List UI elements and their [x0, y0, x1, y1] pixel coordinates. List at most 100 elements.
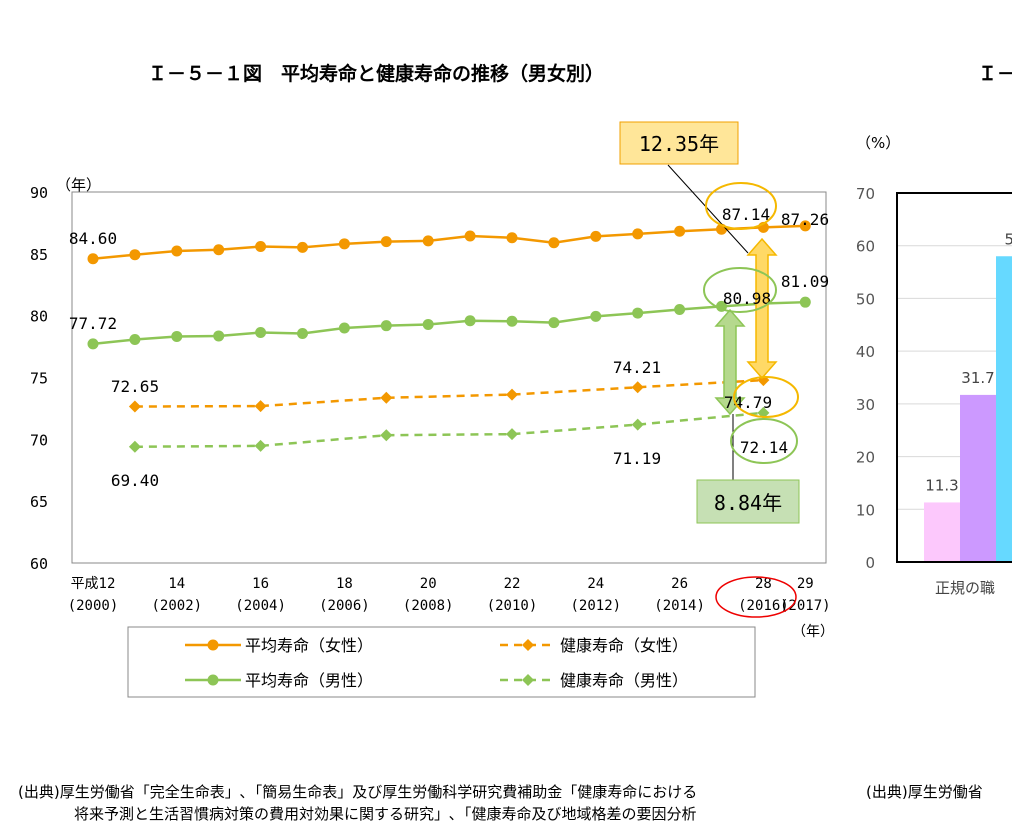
legend-label: 健康寿命（男性）	[560, 671, 688, 690]
data-label: 74.21	[613, 358, 661, 377]
bar	[996, 256, 1012, 562]
data-point	[548, 317, 560, 329]
data-point	[87, 253, 99, 265]
data-point	[631, 418, 644, 431]
bar	[924, 502, 960, 562]
data-point	[674, 303, 686, 315]
data-label: 72.65	[111, 377, 159, 396]
bar-value-label: 31.7	[961, 369, 994, 387]
y-tick-label: 90	[30, 184, 48, 202]
y-tick-label: 0	[865, 554, 875, 572]
data-label: 87.14	[722, 205, 770, 224]
data-point	[171, 245, 183, 257]
data-point	[129, 334, 141, 346]
x-tick-label: 20	[420, 576, 437, 592]
data-point	[128, 400, 141, 413]
x-tick-year: (2014)	[654, 598, 705, 614]
data-point	[506, 315, 518, 327]
x-tick-year: (2006)	[319, 598, 370, 614]
y-tick-label: 65	[30, 493, 48, 511]
bar	[960, 394, 996, 562]
data-point	[631, 381, 644, 394]
bar-value-label: 11.3	[925, 476, 958, 494]
y-axis-unit: （年）	[56, 176, 101, 194]
data-label: 84.60	[69, 229, 117, 248]
data-label: 77.72	[69, 314, 117, 333]
data-point	[254, 400, 267, 413]
data-point	[254, 439, 267, 452]
legend-label: 平均寿命（男性）	[245, 671, 373, 690]
y-tick-label: 60	[856, 238, 875, 256]
data-point	[129, 249, 141, 261]
data-point	[213, 330, 225, 342]
x-tick-year: (2000)	[68, 598, 119, 614]
x-tick-label: 16	[252, 576, 269, 592]
y-tick-label: 20	[856, 449, 875, 467]
data-point	[338, 238, 350, 250]
series-line-0	[92, 224, 806, 261]
y-tick-label: 10	[856, 501, 875, 519]
male-gap-arrow	[714, 308, 746, 416]
data-point	[590, 310, 602, 322]
plot-frame-2	[896, 192, 1012, 563]
data-point	[422, 235, 434, 247]
data-point	[338, 322, 350, 334]
highlight-ellipse	[703, 267, 777, 313]
legend-marker	[522, 674, 534, 686]
highlight-circle-2016	[715, 576, 797, 618]
x-axis-unit: （年）	[792, 624, 834, 640]
x-tick-label: 14	[168, 576, 185, 592]
callout-line	[667, 164, 749, 254]
data-point	[799, 296, 811, 308]
highlight-ellipse	[733, 376, 799, 418]
legend-label: 平均寿命（女性）	[245, 636, 373, 655]
legend-marker	[207, 639, 219, 651]
data-point	[87, 338, 99, 350]
data-point	[506, 388, 518, 401]
data-point	[548, 237, 560, 249]
x-tick-label: 平成12	[71, 576, 116, 592]
x-tick-label: 26	[671, 576, 688, 592]
data-point	[632, 228, 644, 240]
x-tick-year: (2016)	[738, 598, 789, 614]
data-point	[422, 318, 434, 330]
y-tick-label: 70	[856, 185, 875, 203]
legend-label: 健康寿命（女性）	[560, 636, 688, 655]
x-tick-year: (2002)	[152, 598, 203, 614]
legend	[127, 626, 756, 698]
chart-title: Ｉ－５－１図 平均寿命と健康寿命の推移（男女別）	[148, 62, 604, 85]
y-axis-unit-2: （%）	[856, 134, 900, 152]
data-point	[171, 330, 183, 342]
male-gap-label: 8.84年	[714, 491, 782, 515]
highlight-ellipse	[730, 418, 798, 464]
highlight-ellipse	[705, 182, 777, 230]
data-label: 87.26	[781, 210, 829, 229]
x-tick-label: 18	[336, 576, 353, 592]
x-tick-year: (2017)	[780, 598, 831, 614]
data-label: 72.14	[740, 438, 788, 457]
data-point	[297, 241, 308, 253]
data-label: 71.19	[613, 449, 661, 468]
data-label: 80.98	[723, 289, 771, 308]
data-point	[506, 232, 518, 244]
source-footnote-right: (出典)厚生労働省	[866, 783, 983, 801]
x-tick-year: (2012)	[571, 598, 622, 614]
data-point	[380, 236, 392, 248]
data-point	[464, 315, 476, 327]
y-tick-label: 80	[30, 308, 48, 326]
data-point	[213, 244, 225, 256]
female-gap-box	[619, 121, 739, 165]
data-point	[128, 440, 141, 453]
plot-area	[71, 191, 827, 564]
data-label: 74.79	[724, 393, 772, 412]
data-point	[632, 307, 644, 319]
chart-title-2: Ｉ－	[978, 63, 1012, 85]
bar-value-label: 58	[1004, 230, 1012, 248]
data-point	[380, 429, 393, 442]
x-tick-label: 24	[587, 576, 604, 592]
y-tick-label: 60	[30, 555, 48, 573]
legend-marker	[522, 639, 534, 651]
y-tick-label: 70	[30, 431, 48, 449]
data-label: 81.09	[781, 272, 829, 291]
